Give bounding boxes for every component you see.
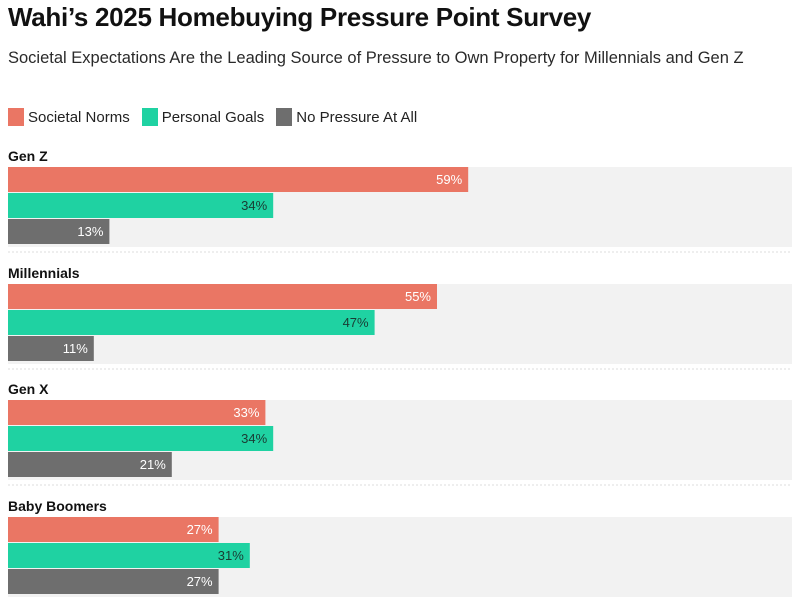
bar-value-label: 55% xyxy=(405,289,431,304)
category-label-millennials: Millennials xyxy=(8,265,80,281)
bar-value-label: 27% xyxy=(187,574,213,589)
bar-millennials-personal-goals xyxy=(8,310,375,335)
bar-value-label: 34% xyxy=(241,198,267,213)
legend-swatch-personal-goals xyxy=(141,108,158,126)
legend-label-societal-norms: Societal Norms xyxy=(28,108,130,126)
category-label-gen-x: Gen X xyxy=(8,381,49,397)
legend-label-no-pressure: No Pressure At All xyxy=(296,108,418,126)
chart-subtitle: Societal Expectations Are the Leading So… xyxy=(8,49,744,67)
chart-legend: Societal Norms Personal Goals No Pressur… xyxy=(8,107,429,127)
bar-millennials-no-pressure-at-all xyxy=(8,336,94,361)
category-label-baby-boomers: Baby Boomers xyxy=(8,498,107,514)
bar-gen-z-societal-norms xyxy=(8,167,469,192)
bar-gen-z-personal-goals xyxy=(8,193,274,218)
bar-gen-x-societal-norms xyxy=(8,400,266,425)
bar-value-label: 34% xyxy=(241,431,267,446)
bar-millennials-societal-norms xyxy=(8,284,437,309)
bar-value-label: 21% xyxy=(140,457,166,472)
legend-swatch-societal-norms xyxy=(8,108,24,126)
bar-value-label: 33% xyxy=(233,405,259,420)
legend-item-societal-norms: Societal Norms xyxy=(8,108,130,126)
bar-value-label: 47% xyxy=(343,315,369,330)
bar-gen-x-no-pressure-at-all xyxy=(8,452,172,477)
legend-label-personal-goals: Personal Goals xyxy=(161,108,265,126)
bar-gen-x-personal-goals xyxy=(8,426,274,451)
bar-baby-boomers-no-pressure-at-all xyxy=(8,569,219,594)
bar-value-label: 13% xyxy=(77,224,103,239)
legend-swatch-no-pressure xyxy=(276,108,293,126)
bar-baby-boomers-personal-goals xyxy=(8,543,250,568)
bar-baby-boomers-societal-norms xyxy=(8,517,219,542)
legend-item-no-pressure: No Pressure At All xyxy=(276,108,417,126)
bar-value-label: 59% xyxy=(436,172,462,187)
legend-item-personal-goals: Personal Goals xyxy=(141,108,265,126)
category-label-gen-z: Gen Z xyxy=(8,148,48,164)
bar-value-label: 11% xyxy=(63,341,88,356)
bar-value-label: 27% xyxy=(187,522,213,537)
chart-title: Wahi’s 2025 Homebuying Pressure Point Su… xyxy=(8,2,592,32)
bar-value-label: 31% xyxy=(218,548,244,563)
bar-gen-z-no-pressure-at-all xyxy=(8,219,110,244)
